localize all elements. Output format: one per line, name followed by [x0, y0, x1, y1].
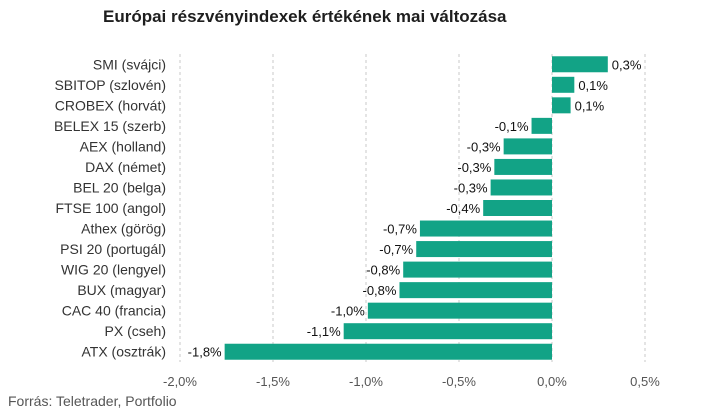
data-label: -0,8%	[363, 283, 397, 298]
x-tick-label: -1,0%	[349, 374, 383, 389]
bar	[503, 138, 552, 155]
category-label: PSI 20 (portugál)	[60, 241, 166, 257]
category-label: ATX (osztrák)	[81, 344, 166, 360]
bar	[483, 200, 552, 216]
source-note: Forrás: Teletrader, Portfolio	[8, 393, 177, 409]
category-label: DAX (német)	[85, 159, 166, 175]
category-label: CAC 40 (francia)	[62, 303, 166, 319]
bar	[343, 323, 552, 340]
bar	[552, 56, 608, 73]
data-label: 0,1%	[578, 78, 608, 93]
bar	[403, 261, 552, 278]
data-label: -1,8%	[188, 345, 222, 360]
data-label: -0,3%	[457, 160, 491, 175]
category-label: BEL 20 (belga)	[73, 179, 166, 195]
bar	[552, 76, 575, 93]
category-label: CROBEX (horvát)	[55, 97, 166, 113]
category-label: FTSE 100 (angol)	[56, 200, 167, 216]
category-label: Athex (görög)	[81, 221, 166, 237]
x-tick-label: -1,5%	[256, 374, 290, 389]
x-tick-label: -0,5%	[442, 374, 476, 389]
data-label: -1,1%	[307, 324, 341, 339]
chart-title: Európai részvényindexek értékének mai vá…	[103, 7, 507, 26]
x-axis-ticks: -2,0% -1,5% -1,0% -0,5% 0,0% 0,5%	[163, 374, 660, 389]
bar	[399, 282, 552, 299]
data-label: -0,7%	[379, 242, 413, 257]
category-label: WIG 20 (lengyel)	[61, 262, 166, 278]
category-label: BELEX 15 (szerb)	[54, 118, 166, 134]
data-labels: 0,3% 0,1% 0,1% -0,1% -0,3% -0,3% -0,3% -0,4% -0,…	[188, 57, 642, 359]
bar	[490, 179, 552, 196]
bar	[419, 220, 552, 237]
data-label: -0,1%	[495, 119, 529, 134]
data-label: 0,3%	[612, 57, 642, 72]
bar	[531, 117, 552, 134]
bar	[494, 158, 552, 175]
x-tick-label: 0,5%	[630, 374, 660, 389]
category-label: AEX (holland)	[80, 138, 166, 154]
data-label: -0,7%	[383, 222, 417, 237]
bar	[552, 97, 571, 114]
bar	[224, 343, 552, 360]
data-label: -1,0%	[331, 304, 365, 319]
data-label: -0,3%	[467, 139, 501, 154]
bars	[224, 56, 608, 360]
category-label: BUX (magyar)	[77, 282, 166, 298]
category-labels: SMI (svájci) SBITOP (szlovén) CROBEX (horv…	[54, 56, 166, 359]
data-label: -0,8%	[366, 263, 400, 278]
category-label: PX (cseh)	[105, 323, 166, 339]
x-tick-label: -2,0%	[163, 374, 197, 389]
data-label: -0,3%	[454, 180, 488, 195]
bar	[416, 241, 552, 258]
category-label: SBITOP (szlovén)	[54, 77, 166, 93]
data-label: -0,4%	[446, 201, 480, 216]
bar	[367, 302, 552, 319]
x-tick-label: 0,0%	[537, 374, 567, 389]
category-label: SMI (svájci)	[93, 56, 166, 72]
data-label: 0,1%	[575, 98, 605, 113]
